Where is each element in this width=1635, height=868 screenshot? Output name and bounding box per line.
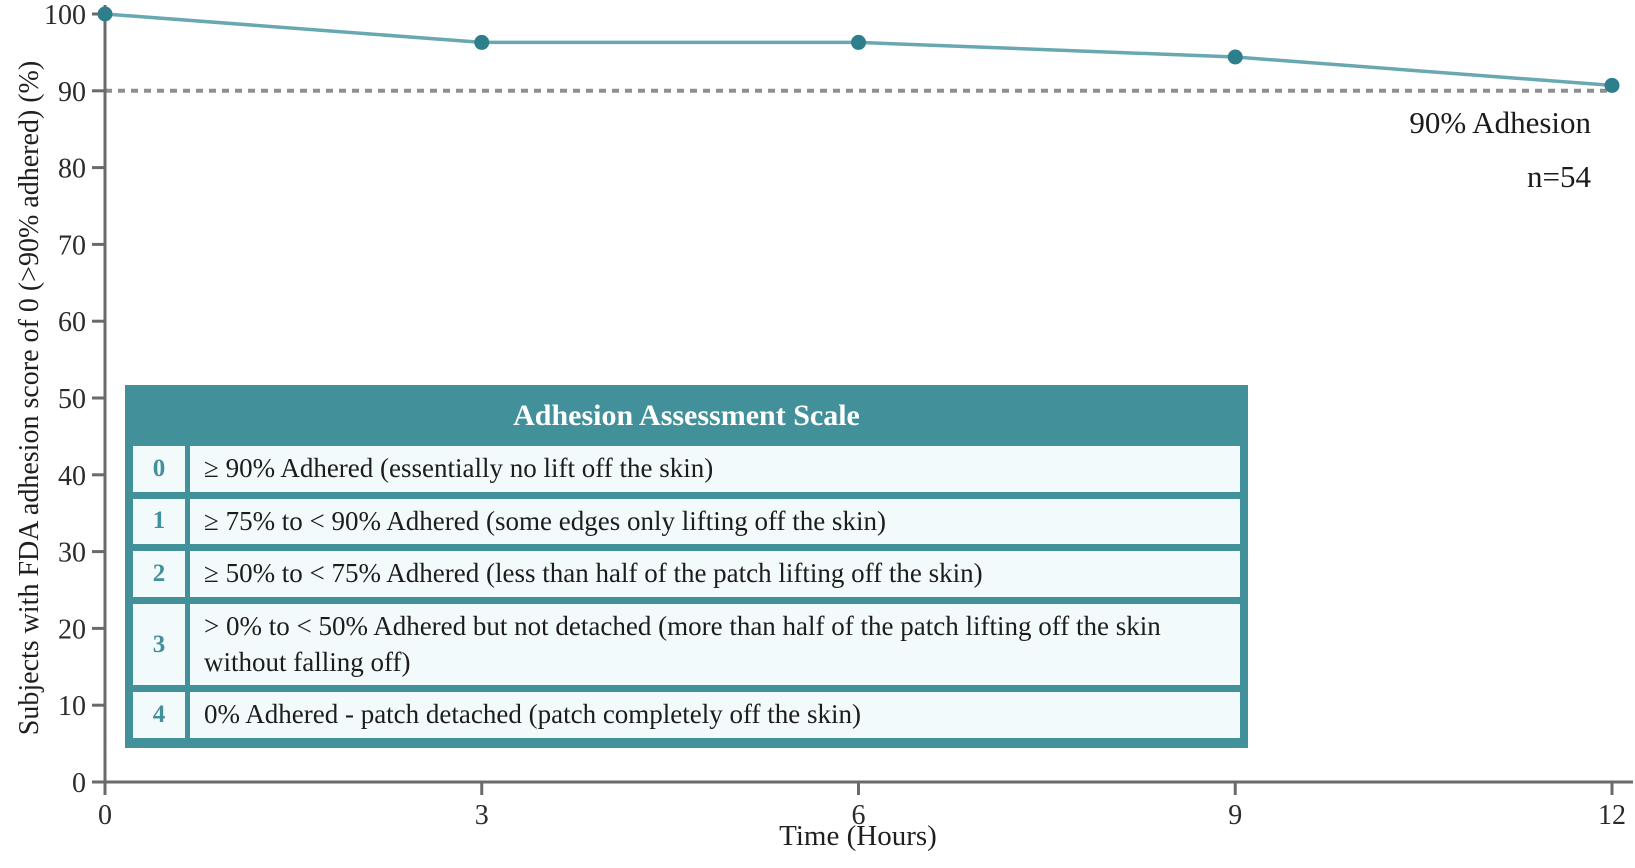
x-tick-label: 6 — [852, 800, 866, 831]
adhesion-scale-table: Adhesion Assessment Scale 0 ≥ 90% Adhered… — [125, 385, 1248, 748]
data-point-marker — [474, 34, 490, 50]
y-tick-label: 90 — [58, 77, 86, 108]
y-tick-label: 0 — [72, 768, 86, 799]
data-point-marker — [851, 34, 866, 50]
y-tick-label: 80 — [58, 154, 86, 185]
scale-table-row: 1 ≥ 75% to < 90% Adhered (some edges only… — [133, 498, 1240, 545]
y-tick-label: 30 — [58, 538, 86, 569]
score-cell: 0 — [133, 446, 185, 492]
y-tick-label: 20 — [58, 614, 86, 645]
x-tick-label: 12 — [1598, 800, 1626, 831]
scale-table-row: 2 ≥ 50% to < 75% Adhered (less than half … — [133, 551, 1240, 597]
reference-annotation: 90% Adhesion n=54 — [1409, 96, 1591, 204]
score-cell: 2 — [133, 551, 185, 597]
description-cell: > 0% to < 50% Adhered but not detached (… — [190, 603, 1240, 686]
y-tick-label: 60 — [58, 307, 86, 338]
scale-table-title: Adhesion Assessment Scale — [133, 395, 1240, 439]
description-cell: 0% Adhered - patch detached (patch compl… — [190, 692, 1240, 738]
x-tick-label: 0 — [98, 800, 112, 831]
scale-table-header-row: Adhesion Assessment Scale — [133, 395, 1240, 439]
y-tick-label: 50 — [58, 384, 86, 415]
y-tick-label: 100 — [44, 0, 86, 31]
y-axis-title: Subjects with FDA adhesion score of 0 (>… — [14, 60, 45, 736]
score-cell: 3 — [133, 603, 185, 686]
score-cell: 4 — [133, 692, 185, 738]
data-point-marker — [1227, 49, 1243, 65]
description-cell: ≥ 75% to < 90% Adhered (some edges only … — [190, 498, 1240, 545]
score-cell: 1 — [133, 498, 185, 545]
y-tick-label: 70 — [58, 230, 86, 261]
sample-size-label: n=54 — [1527, 159, 1591, 194]
y-tick-label: 40 — [58, 461, 86, 492]
data-point-marker — [97, 6, 113, 22]
scale-table-row: 0 ≥ 90% Adhered (essentially no lift off … — [133, 446, 1240, 492]
reference-line-label: 90% Adhesion — [1409, 105, 1591, 140]
x-axis-title: Time (Hours) — [779, 820, 937, 852]
x-tick-label: 3 — [475, 800, 489, 831]
description-cell: ≥ 50% to < 75% Adhered (less than half o… — [190, 551, 1240, 597]
x-tick-label: 9 — [1228, 800, 1242, 831]
scale-table-row: 3 > 0% to < 50% Adhered but not detached … — [133, 603, 1240, 686]
data-point-marker — [1604, 77, 1620, 93]
description-cell: ≥ 90% Adhered (essentially no lift off t… — [190, 446, 1240, 492]
y-tick-label: 10 — [58, 691, 86, 722]
scale-table-row: 4 0% Adhered - patch detached (patch comp… — [133, 692, 1240, 738]
